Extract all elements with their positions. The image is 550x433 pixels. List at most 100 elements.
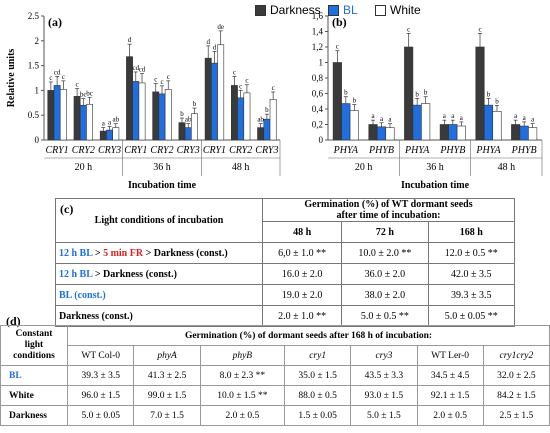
legend-label-white: White (390, 3, 421, 17)
table-d-genotype: phyB (199, 345, 286, 366)
cond-red: 5 min FR (103, 247, 144, 259)
y-tick-label: 0,2 (312, 120, 323, 130)
time-label: 36 h (426, 162, 444, 173)
corner-line: Constant (15, 329, 53, 339)
legend-swatch-darkness (255, 4, 266, 16)
significance-letter: b (193, 100, 197, 108)
y-tick-label: 0,8 (312, 73, 324, 83)
significance-letter: bc (80, 91, 87, 99)
cond-sep: > (92, 247, 104, 259)
bar (492, 111, 502, 141)
x-axis-label: Incubation time (401, 180, 470, 191)
bar (79, 104, 87, 141)
table-d-row: Darkness 5.0 ± 0.05 7.0 ± 1.5 2.0 ± 0.5 … (0, 405, 550, 426)
table-d-genotype: cry3 (350, 345, 418, 366)
significance-letter: a (460, 114, 464, 122)
bar (511, 124, 521, 141)
significance-letter: c (160, 78, 163, 86)
gene-label: CRY2 (150, 145, 173, 156)
significance-letter: b (353, 97, 357, 105)
table-c-cell: 6,0 ± 1.0 ** (261, 242, 343, 264)
gene-label: CRY3 (255, 145, 278, 156)
table-c-time-72: 72 h (341, 221, 429, 243)
table-d-cell: 5.0 ± 1.5 (350, 405, 418, 426)
significance-letter: b (180, 110, 184, 118)
y-axis-label: Relative units (6, 49, 17, 108)
bar (257, 127, 265, 141)
table-d-genotype: WT Col-0 (66, 345, 135, 366)
significance-letter: c (245, 77, 248, 85)
significance-letter: d (213, 43, 217, 51)
table-d-cell: 1.5 ± 0.05 (284, 405, 352, 426)
table-d-cond: BL (0, 365, 68, 386)
time-label: 48 h (232, 162, 250, 173)
legend-label-bl: BL (343, 3, 358, 17)
time-label: 48 h (498, 162, 516, 173)
bar (53, 85, 61, 141)
bar (106, 129, 113, 141)
significance-letter: a (371, 112, 375, 120)
table-c-cell: 16.0 ± 2.0 (261, 263, 343, 285)
x-axis-label: Incubation time (128, 180, 197, 191)
significance-letter: c (49, 74, 52, 82)
gene-label: CRY1 (124, 145, 147, 156)
table-d: Constant light conditions Germination (%… (0, 325, 550, 426)
significance-letter: ab (257, 116, 264, 124)
bar (404, 46, 414, 141)
bar (178, 122, 186, 141)
table-c-header-line1: Germination (%) of WT dormant seeds (304, 199, 473, 210)
gene-label: CRY1 (46, 145, 69, 156)
table-c-row: BL (const.) 19.0 ± 2.0 38.0 ± 2.0 39.3 ±… (55, 284, 516, 306)
y-tick-label: 0.5 (28, 110, 40, 120)
gene-label: PHYB (368, 145, 394, 156)
table-c-cond: 12 h BL > 5 min FR > Darkness (const.) (55, 242, 263, 264)
bar (164, 89, 172, 141)
time-label: 20 h (75, 162, 93, 173)
bar (152, 91, 160, 141)
table-c-cell: 19.0 ± 2.0 (261, 284, 343, 306)
significance-letter: c (167, 73, 170, 81)
cond-rest: > Darkness (const.) (92, 268, 177, 280)
cond-blue: 12 h BL (59, 268, 93, 280)
y-tick-label: 0 (35, 135, 40, 145)
table-c-row: 12 h BL > Darkness (const.) 16.0 ± 2.0 3… (55, 263, 516, 285)
table-d-genotype: cry1 (284, 345, 352, 366)
bar (204, 57, 212, 141)
bar (341, 103, 351, 141)
table-c-cond: BL (const.) (55, 284, 263, 306)
y-tick-label: 1 (35, 85, 40, 95)
significance-letter: c (233, 68, 236, 76)
bar (519, 125, 529, 141)
y-tick-label: 1,6 (312, 11, 324, 21)
legend: Darkness BL White (220, 2, 550, 20)
significance-letter: a (523, 114, 527, 122)
table-d-cond: Darkness (0, 405, 68, 426)
significance-letter: c (154, 76, 157, 84)
legend-item-bl: BL (328, 3, 358, 17)
table-c-cond: 12 h BL > Darkness (const.) (55, 263, 263, 285)
table-d-cell: 43.5 ± 3.3 (350, 365, 418, 386)
bar (132, 81, 140, 141)
gene-label: PHYB (439, 145, 465, 156)
significance-letter: a (380, 115, 384, 123)
table-d-cell: 84.2 ± 1.5 (482, 385, 550, 406)
cond-blue: BL (const.) (59, 289, 106, 301)
significance-letter: a (451, 112, 455, 120)
bar (217, 44, 225, 141)
cond-rest: Darkness (const.) (59, 310, 133, 322)
significance-letter: a (531, 116, 535, 124)
gene-label: CRY3 (177, 145, 200, 156)
bar (368, 124, 378, 141)
table-c-cell: 2.0 ± 1.0 ** (261, 305, 343, 327)
table-c-cell: 10.0 ± 2.0 ** (341, 242, 429, 264)
significance-letter: b (424, 89, 428, 97)
table-c-row: Darkness (const.) 2.0 ± 1.0 ** 5.0 ± 0.5… (55, 305, 516, 327)
significance-letter: a (108, 118, 112, 126)
bar (412, 104, 422, 141)
table-d-genotype: cry1cry2 (482, 345, 550, 366)
table-d-cell: 99.0 ± 1.5 (133, 385, 201, 406)
significance-letter: ab (112, 116, 119, 124)
y-tick-label: 1,4 (312, 27, 324, 37)
significance-letter: a (102, 120, 106, 128)
bar (243, 92, 251, 141)
